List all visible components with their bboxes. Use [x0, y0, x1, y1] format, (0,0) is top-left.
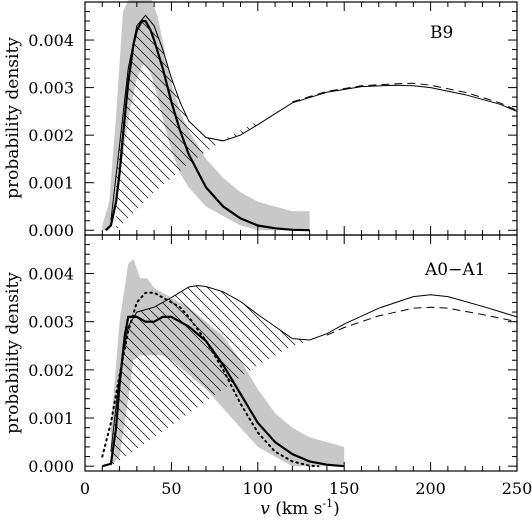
x-tick-label: 250 — [502, 479, 532, 498]
upper-envelope-line — [110, 285, 518, 452]
x-tick-label: 50 — [161, 479, 181, 498]
y-axis-title-bottom: probability density — [3, 272, 23, 434]
panel-top-label: B9 — [430, 23, 453, 43]
y-tick-label: 0.001 — [28, 409, 74, 428]
y-tick-label: 0.000 — [28, 457, 74, 476]
x-axis-tick-labels: 0 50 100 150 200 250 — [80, 479, 532, 498]
y-axis-title-top: probability density — [3, 37, 23, 199]
panel-top-hatched-region — [116, 15, 258, 231]
upper-envelope-dashed-line — [292, 82, 518, 111]
x-axis-title: v (km s-1) — [260, 497, 340, 519]
x-axis-symbol: v — [260, 499, 270, 519]
panel-bottom-lines — [101, 285, 518, 468]
y-tick-label: 0.002 — [28, 126, 74, 145]
panel-bottom-frame — [84, 234, 518, 472]
upper-envelope-line — [110, 14, 518, 221]
y-tick-label: 0.000 — [28, 221, 74, 240]
y-tick-label: 0.002 — [28, 361, 74, 380]
y-tick-label: 0.001 — [28, 174, 74, 193]
y-tick-label: 0.004 — [28, 265, 74, 284]
x-axis-unit-close: ) — [333, 499, 340, 519]
panel-bottom: 0.000 0.001 0.002 0.003 0.004 A0−A1 — [28, 234, 518, 476]
panel-top-lines — [104, 14, 518, 232]
panel-bottom-label: A0−A1 — [424, 260, 485, 280]
x-axis-unit: (km s — [270, 499, 323, 519]
y-tick-label: 0.003 — [28, 313, 74, 332]
panel-bottom-ticks: 0.000 0.001 0.002 0.003 0.004 — [28, 235, 518, 476]
x-tick-label: 100 — [243, 479, 274, 498]
x-tick-label: 150 — [329, 479, 360, 498]
best-fit-line — [104, 19, 310, 232]
panel-top-ticks: 0.000 0.001 0.002 0.003 0.004 — [28, 2, 518, 240]
dotted-line — [101, 291, 320, 468]
hatched-region — [110, 285, 310, 467]
x-tick-label: 0 — [80, 479, 90, 498]
x-tick-label: 200 — [415, 479, 446, 498]
panel-bottom-hatched-region — [110, 285, 310, 467]
x-axis-unit-exponent: -1 — [322, 497, 333, 510]
y-tick-label: 0.004 — [28, 31, 74, 50]
hatched-region — [116, 15, 258, 231]
y-tick-label: 0.003 — [28, 79, 74, 98]
panel-top: 0.000 0.001 0.002 0.003 0.004 B9 — [28, 0, 518, 240]
upper-envelope-dashed-line — [326, 306, 518, 336]
